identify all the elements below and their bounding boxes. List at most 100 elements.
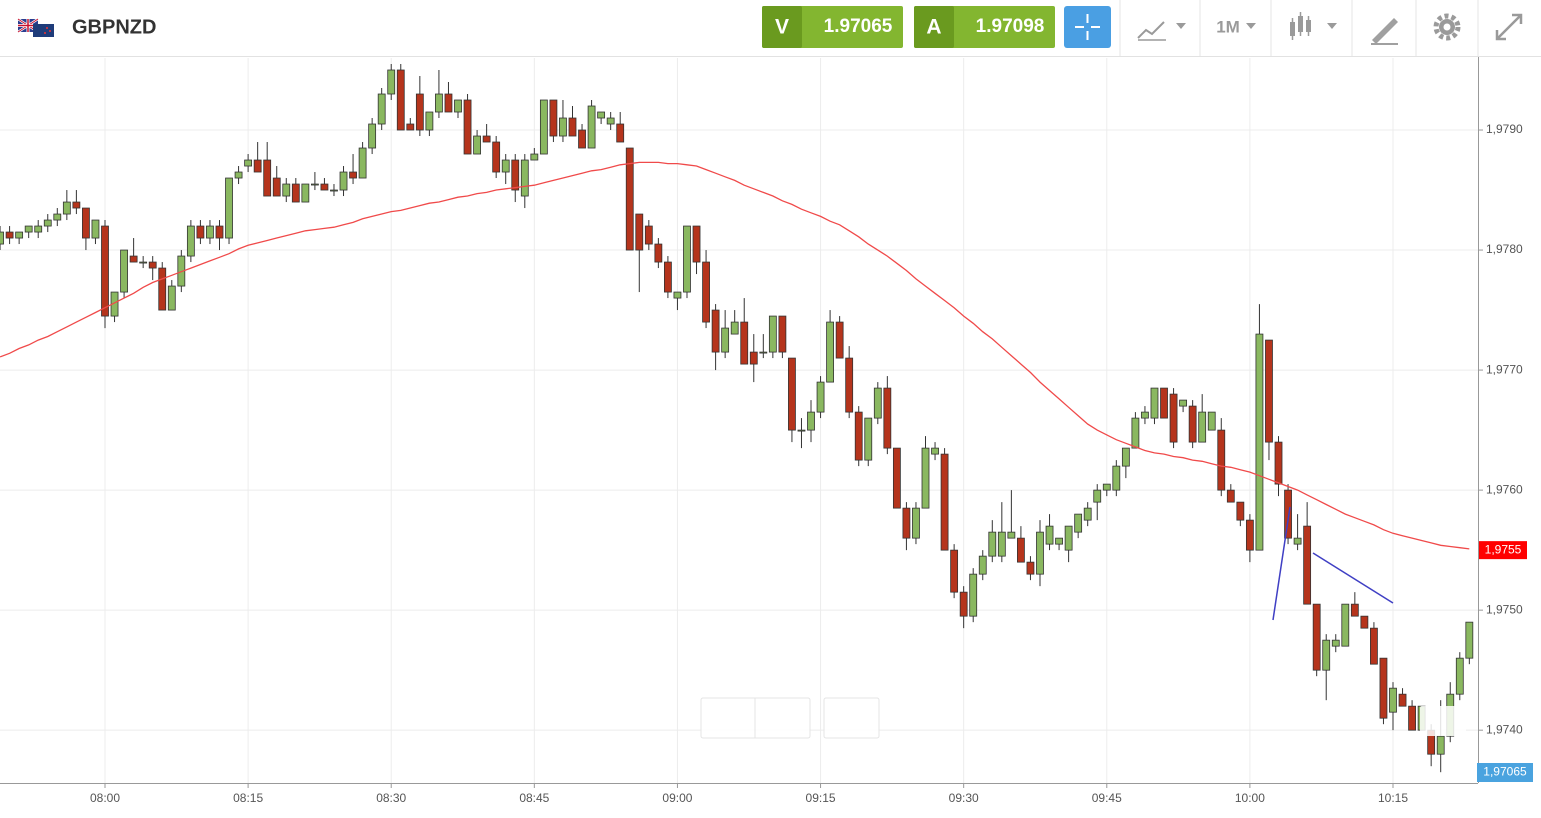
candle-body — [91, 219, 100, 239]
candle-body — [1150, 387, 1159, 419]
candle-body — [1045, 525, 1054, 545]
candle-body — [1350, 603, 1359, 617]
x-tick-label: 08:00 — [90, 791, 120, 805]
candle-body — [606, 117, 615, 125]
candle-body — [530, 153, 539, 161]
candle-body — [883, 387, 892, 449]
candle-body — [1322, 639, 1331, 671]
candle-body — [1083, 507, 1092, 521]
candle-body — [1245, 519, 1254, 551]
candle-body — [1198, 411, 1207, 443]
sell-button[interactable]: V 1.97065 — [762, 6, 903, 48]
candle-body — [854, 411, 863, 461]
candle-type-button[interactable] — [1290, 12, 1337, 40]
moving-average-line — [0, 161, 1470, 550]
candle-body — [72, 201, 81, 209]
candle-body — [988, 531, 997, 557]
candle-body — [511, 159, 520, 191]
trend-line[interactable] — [1312, 552, 1394, 604]
ma-price-label: 1,9755 — [1485, 542, 1522, 556]
candle-body — [978, 555, 987, 575]
x-tick-label: 09:30 — [949, 791, 979, 805]
candle-body — [291, 183, 300, 203]
candle-body — [253, 159, 262, 173]
candle-body — [225, 177, 233, 239]
candle-body — [1131, 417, 1140, 449]
candle-body — [778, 315, 787, 353]
timeframe-button[interactable]: 1M — [1216, 17, 1256, 36]
candle-body — [1226, 489, 1235, 503]
candle-body — [425, 111, 434, 131]
candle-body — [444, 93, 453, 113]
candle-body — [635, 213, 644, 251]
candle-body — [969, 573, 978, 617]
drawing-tool-button[interactable] — [1371, 18, 1398, 45]
candle-body — [1055, 537, 1063, 545]
buy-button[interactable]: A 1.97098 — [914, 6, 1055, 48]
candle-body — [826, 321, 834, 383]
candle-body — [129, 255, 138, 263]
candle-body — [1370, 627, 1378, 665]
candle-body — [768, 315, 777, 353]
candle-body — [301, 183, 310, 203]
candle-body — [1121, 447, 1130, 467]
candle-body — [597, 111, 606, 119]
candle-body — [24, 225, 33, 233]
candle-body — [921, 447, 930, 509]
candle-body — [587, 105, 596, 149]
candle-body — [616, 123, 625, 143]
candle-body — [1408, 705, 1416, 731]
x-tick-label: 09:15 — [806, 791, 836, 805]
candle-body — [330, 189, 338, 192]
sell-label: V — [775, 16, 789, 39]
candle-body — [387, 69, 396, 95]
candle-body — [997, 531, 1006, 557]
candle-body — [1284, 489, 1292, 539]
crosshair-button[interactable] — [1064, 6, 1111, 48]
last-price-label: 1,97065 — [1483, 765, 1527, 779]
candle-body — [34, 225, 43, 233]
candle-body — [959, 591, 968, 617]
candle-body — [664, 261, 672, 293]
settings-button[interactable] — [1433, 13, 1461, 41]
candle-body — [1303, 525, 1312, 605]
buy-price: 1.97098 — [976, 16, 1045, 37]
x-tick-label: 08:30 — [376, 791, 406, 805]
fullscreen-button[interactable] — [1495, 13, 1523, 41]
candle-body — [1379, 657, 1388, 719]
candle-body — [62, 201, 71, 215]
chart-type-button[interactable] — [1137, 21, 1186, 41]
candle-body — [339, 171, 348, 191]
trend-line[interactable] — [1272, 506, 1291, 621]
candle-body — [788, 357, 796, 431]
candle-body — [940, 453, 949, 551]
flag-icon — [17, 17, 54, 37]
candle-body — [1064, 525, 1073, 551]
candle-body — [148, 261, 157, 269]
y-tick-label: 1,9780 — [1486, 242, 1523, 256]
y-tick-label: 1,9750 — [1486, 602, 1523, 616]
zoom-controls[interactable] — [700, 697, 1466, 739]
sell-price: 1.97065 — [824, 16, 893, 37]
candle-body — [1112, 465, 1121, 491]
candle-body — [415, 93, 424, 131]
candle-body — [377, 93, 386, 125]
candle-body — [1265, 339, 1273, 443]
candle-body — [234, 171, 243, 179]
candle-body — [931, 447, 939, 455]
candle-body — [683, 225, 691, 293]
candle-body — [711, 309, 720, 353]
candle-body — [1179, 399, 1188, 407]
y-tick-label: 1,9740 — [1486, 722, 1523, 736]
candle-body — [902, 507, 911, 539]
x-tick-label: 08:15 — [233, 791, 263, 805]
candle-body — [5, 231, 14, 239]
y-tick-label: 1,9760 — [1486, 482, 1523, 496]
candle-body — [845, 357, 854, 413]
candle-body — [807, 411, 815, 431]
candle-body — [692, 225, 701, 263]
candle-body — [1398, 693, 1407, 707]
candle-body — [912, 507, 920, 539]
